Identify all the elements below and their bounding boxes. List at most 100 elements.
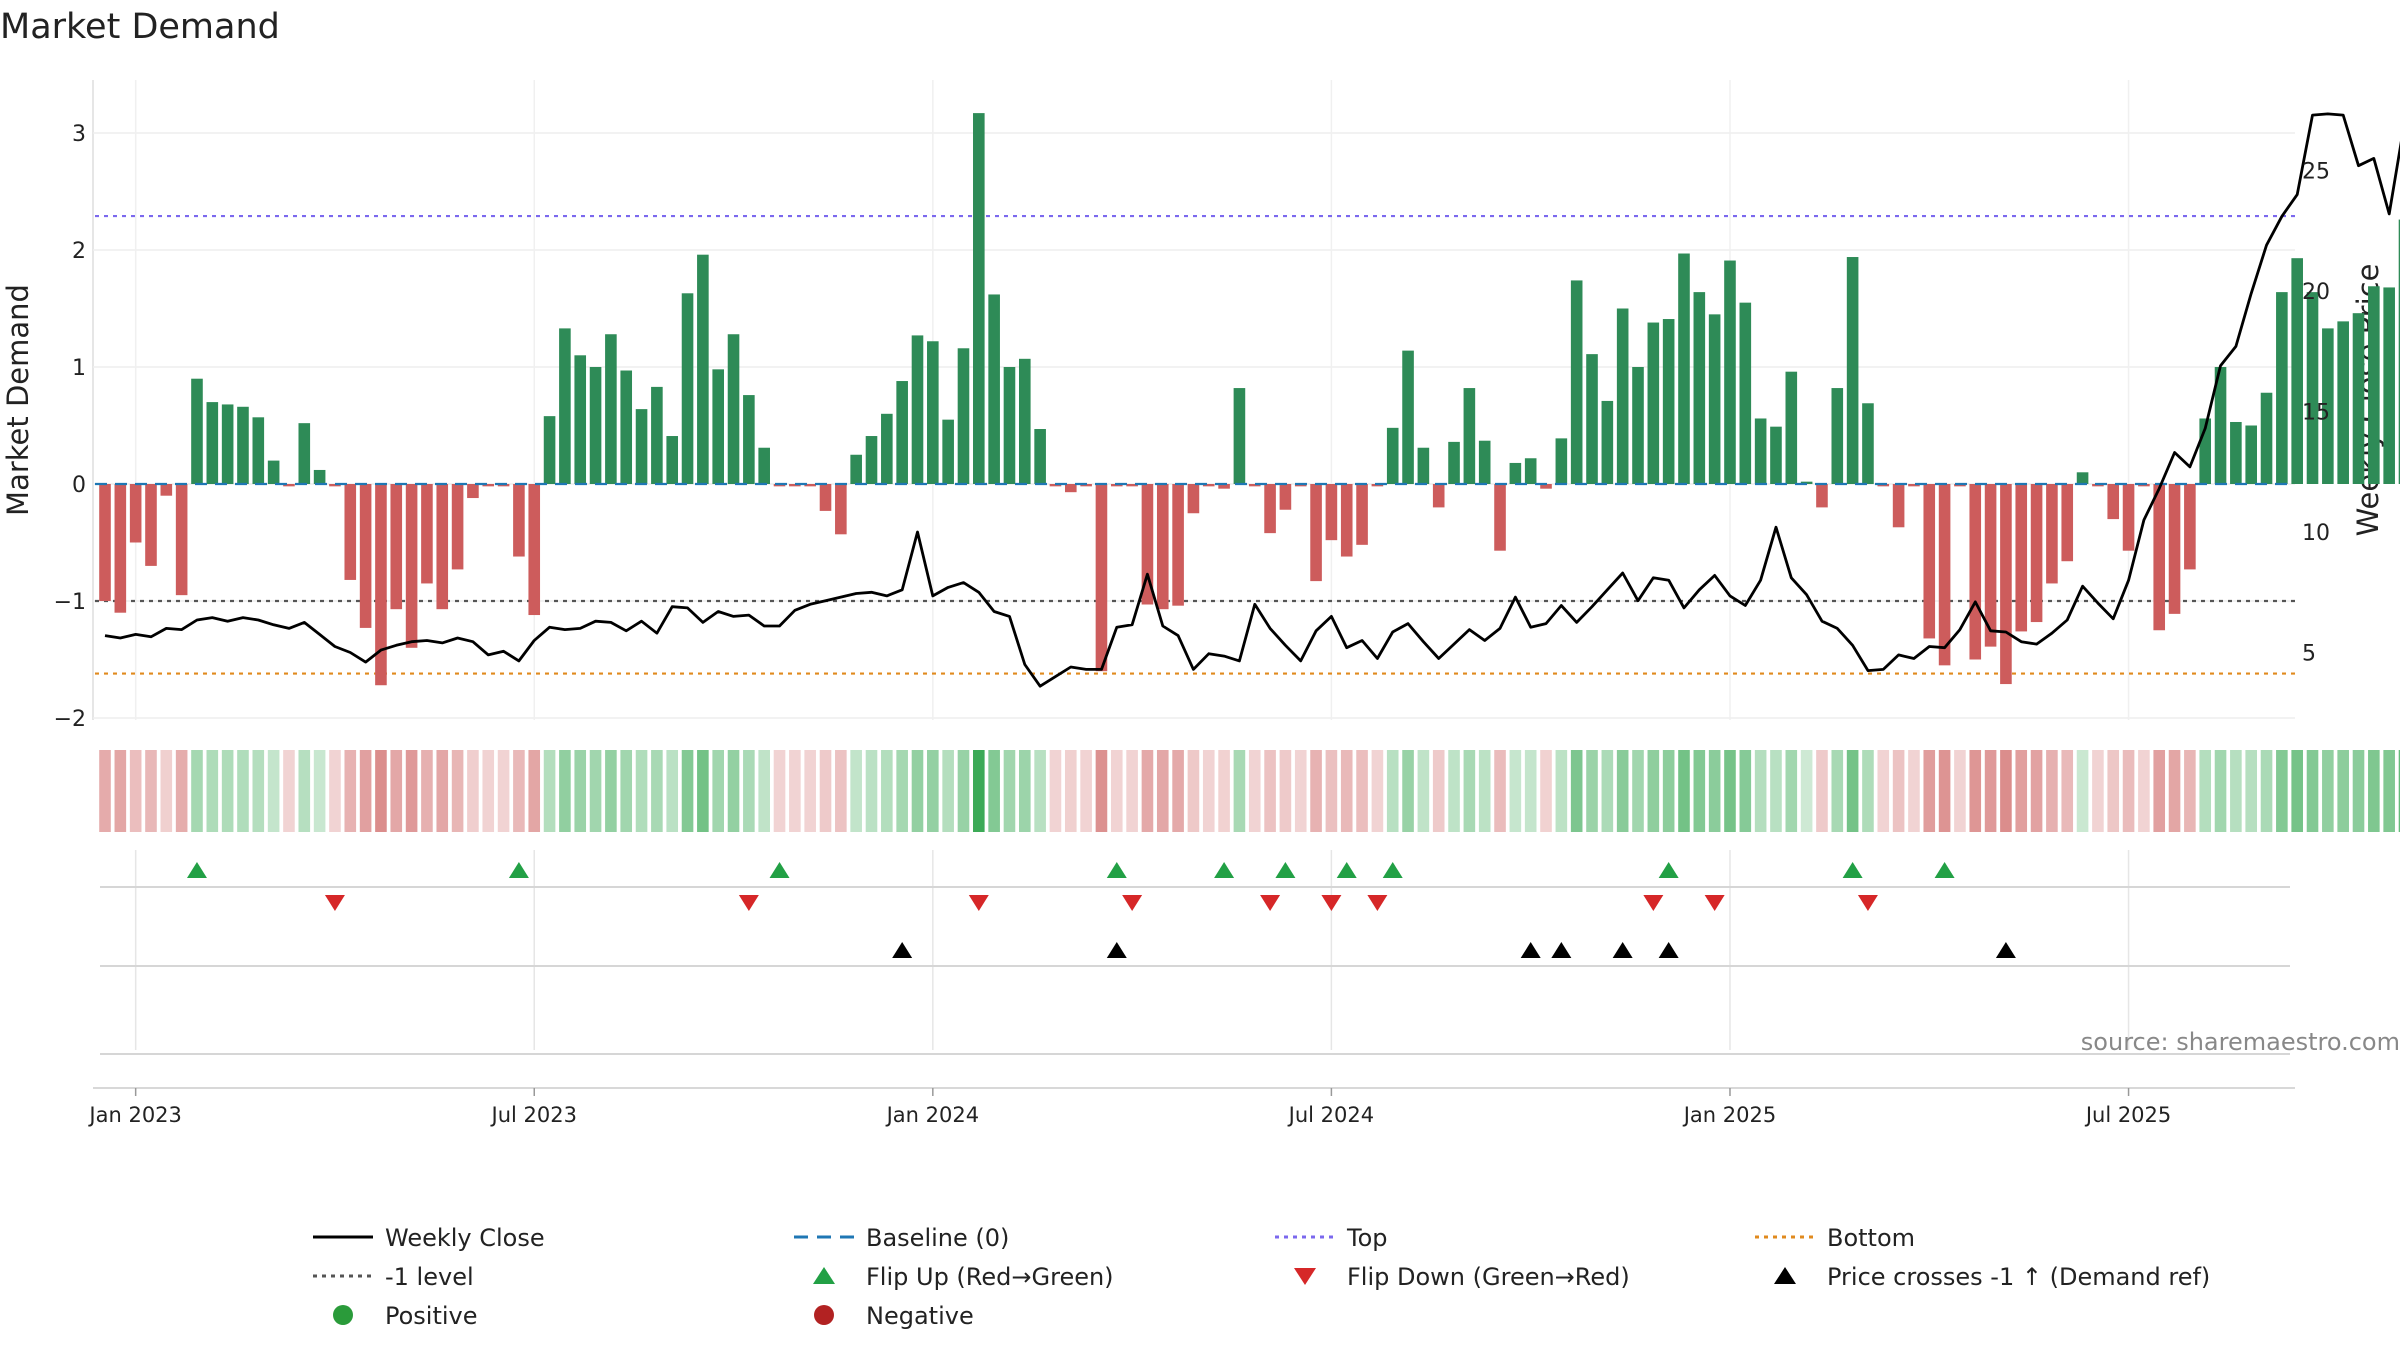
y2-tick-label: 5 [2302,642,2316,667]
demand-bar-positive [1524,458,1537,484]
demand-bar-negative [2061,484,2074,562]
heat-strip-cell [1432,750,1445,832]
heat-strip-cell [1356,750,1368,832]
demand-bar-negative [145,484,157,566]
demand-bar-negative [99,484,111,601]
demand-bar-positive [942,419,954,484]
heat-strip-cell [988,750,1000,832]
demand-bar-positive [2260,392,2273,484]
heat-strip-cell [896,750,908,832]
heat-strip-cell [1172,750,1184,832]
heat-strip-cell [1095,750,1108,832]
demand-bar-negative [2107,484,2120,520]
demand-bar-positive [1708,314,1721,484]
heat-strip-cell [2030,750,2043,832]
heat-strip-cell [850,750,862,832]
demand-bar-negative [2184,484,2196,570]
legend-swatch-circle [333,1305,353,1325]
heat-strip-cell [2383,750,2395,832]
demand-bar-positive [559,328,571,484]
demand-bar-negative [160,484,173,496]
legend-label: Weekly Close [385,1224,545,1252]
heat-strip-cell [405,750,418,832]
heat-strip-cell [1248,750,1261,832]
demand-bar-negative [1371,484,1384,487]
demand-bar-positive [1586,354,1598,484]
heat-strip-cell [911,750,924,832]
heat-strip-cell [1294,750,1307,832]
demand-bar-positive [957,348,970,484]
demand-bar-negative [804,484,816,487]
heat-strip-cell [436,750,449,832]
demand-bar-positive [1386,427,1399,484]
demand-bar-negative [175,484,188,596]
legend-label: -1 level [385,1263,474,1291]
heat-strip-cell [1509,750,1522,832]
price-cross-marker [1520,942,1541,958]
heat-strip-cell [1708,750,1721,832]
demand-bar-positive [237,406,249,484]
heat-strip-cell [237,750,249,832]
demand-bar-positive [1724,260,1736,484]
demand-bar-positive [1417,447,1430,484]
y-axis-label: Market Demand [1,284,35,516]
demand-bar-positive [1463,388,1476,484]
demand-bar-positive [1019,358,1031,484]
legend-label: Price crosses -1 ↑ (Demand ref) [1827,1263,2210,1291]
heat-strip-cell [574,750,587,832]
heat-strip-cell [605,750,617,832]
heat-strip-cell [1218,750,1230,832]
y-tick-label: −2 [54,707,86,732]
heat-strip-cell [2076,750,2089,832]
demand-bar-negative [436,484,449,610]
legend-swatch-circle [814,1305,834,1325]
flip-up-marker [1106,862,1127,878]
heat-strip-cell [1632,750,1644,832]
demand-bar-positive [927,341,939,484]
y-tick-label: 3 [72,122,86,147]
heat-strip-cell [712,750,724,832]
demand-bar-positive [2352,313,2365,484]
demand-bar-positive [758,447,770,484]
heat-strip-cell [2122,750,2135,832]
legend-swatch-triangle-up [1774,1267,1796,1284]
heat-strip-cell [957,750,970,832]
demand-bar-positive [1632,367,1644,484]
demand-bar-negative [1218,484,1230,489]
demand-bar-positive [1555,438,1568,484]
demand-heat-strip [99,750,2400,832]
heat-strip-cell [819,750,832,832]
flip-down-marker [968,895,989,911]
x-tick-label: Jul 2025 [2084,1103,2171,1127]
heat-strip-cell [1019,750,1031,832]
heat-strip-cell [635,750,648,832]
demand-bar-positive [1693,292,1706,484]
legend-label: Positive [385,1302,478,1330]
heat-strip-cell [1463,750,1476,832]
heat-strip-cell [1693,750,1706,832]
heat-strip-cell [2276,750,2288,832]
heat-strip-cell [1908,750,1920,832]
demand-bar-positive [635,409,648,484]
heat-strip-cell [1064,750,1077,832]
heat-strip-cell [743,750,755,832]
heat-strip-cell [1754,750,1767,832]
heat-strip-cell [1969,750,1982,832]
heat-strip-cell [773,750,786,832]
heat-strip-cell [1724,750,1736,832]
heat-strip-cell [2322,750,2334,832]
demand-bar-positive [1616,308,1629,484]
heat-strip-cell [2061,750,2074,832]
demand-bar-positive [1739,302,1752,484]
heat-strip-cell [482,750,495,832]
demand-bar-negative [114,484,127,613]
demand-bar-positive [2230,421,2242,484]
flip-down-marker [1643,895,1664,911]
y2-tick-label: 20 [2302,280,2330,305]
heat-strip-cell [390,750,403,832]
heat-strip-cell [1371,750,1384,832]
heat-strip-cell [666,750,679,832]
heat-strip-cell [2260,750,2273,832]
heat-strip-cell [2199,750,2212,832]
demand-bar-positive [2214,367,2227,484]
